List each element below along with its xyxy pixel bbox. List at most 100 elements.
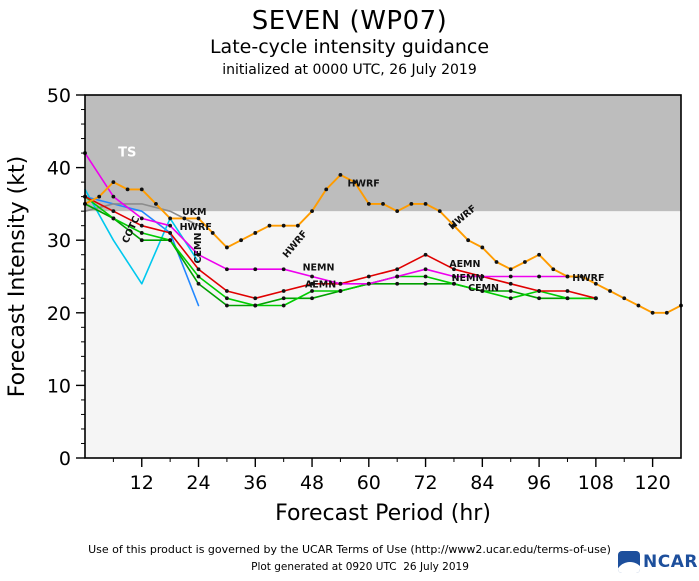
ts-region-label: TS	[118, 146, 136, 161]
data-point-dot	[111, 209, 116, 214]
data-point-dot	[622, 296, 627, 301]
data-point-dot	[452, 274, 456, 279]
data-point-dot	[338, 281, 343, 286]
chart-title: SEVEN (WP07)	[251, 6, 448, 36]
data-point-dot	[537, 252, 541, 257]
data-point-dot	[466, 238, 471, 243]
data-point-dot	[253, 303, 258, 308]
data-point-dot	[196, 252, 201, 257]
x-tick-label: 108	[578, 472, 614, 494]
ncar-logo: NCAR	[618, 549, 697, 575]
data-point-dot	[395, 274, 400, 279]
data-point-dot	[579, 274, 584, 279]
data-point-dot	[324, 187, 329, 192]
data-point-dot	[310, 289, 314, 293]
data-point-dot	[225, 267, 229, 272]
data-point-dot	[97, 194, 102, 199]
data-point-dot	[395, 267, 400, 272]
data-point-dot	[437, 209, 442, 214]
data-point-dot	[225, 296, 229, 301]
data-point-dot	[139, 187, 144, 192]
series-line-blue	[84, 195, 200, 307]
data-point-dot	[139, 216, 144, 221]
data-point-dot	[381, 202, 385, 206]
data-point-dot	[239, 238, 243, 243]
data-point-dot	[366, 281, 371, 286]
data-point-dot	[125, 187, 130, 192]
data-point-dot	[409, 202, 414, 206]
plot-frame	[84, 94, 682, 459]
data-point-dot	[480, 289, 485, 293]
data-point-dot	[650, 310, 655, 315]
data-point-dot	[551, 267, 556, 272]
model-label-hwrf: HWRF	[348, 178, 380, 189]
data-point-dot	[281, 296, 286, 301]
data-point-dot	[196, 267, 201, 272]
data-point-dot	[310, 274, 314, 279]
data-point-dot	[423, 202, 428, 206]
data-point-dot	[310, 209, 314, 214]
data-point-dot	[395, 281, 400, 286]
data-point-dot	[423, 267, 428, 272]
data-point-dot	[508, 267, 513, 272]
model-label-aemn: AEMN	[305, 279, 336, 290]
data-point-dot	[452, 281, 456, 286]
data-point-dot	[537, 289, 541, 293]
data-point-dot	[338, 289, 343, 293]
data-point-dot	[508, 281, 513, 286]
data-point-dot	[395, 209, 400, 214]
data-point-dot	[139, 223, 144, 228]
series-line-ukm	[84, 203, 200, 227]
data-point-dot	[366, 274, 371, 279]
model-label-aemn: AEMN	[449, 259, 480, 270]
data-point-dot	[196, 274, 201, 279]
ncar-emblem-icon	[618, 551, 640, 573]
data-point-dot	[267, 223, 272, 228]
chart-subtitle: Late-cycle intensity guidance	[209, 36, 490, 58]
data-point-dot	[182, 216, 187, 221]
data-point-dot	[452, 267, 456, 272]
series-line-cotc	[84, 188, 200, 285]
model-label-cemn: CEMN	[193, 233, 204, 264]
data-point-dot	[480, 274, 485, 279]
data-point-dot	[423, 281, 428, 286]
model-label-nemn: NEMN	[452, 273, 484, 284]
data-point-dot	[565, 296, 570, 301]
x-tick-label: 60	[357, 472, 381, 494]
data-point-dot	[281, 289, 286, 293]
data-point-dot	[154, 202, 158, 206]
data-point-dot	[253, 267, 258, 272]
data-point-dot	[593, 296, 598, 301]
data-point-dot	[310, 281, 314, 286]
data-point-dot	[168, 231, 173, 235]
data-point-dot	[168, 223, 173, 228]
chart-init-line: initialized at 0000 UTC, 26 July 2019	[222, 62, 477, 78]
model-label-nemn: NEMN	[303, 263, 335, 274]
data-point-dot	[281, 267, 286, 272]
data-point-dot	[253, 231, 258, 235]
data-point-dot	[608, 289, 612, 293]
x-axis-label: Forecast Period (hr)	[275, 501, 491, 526]
data-point-dot	[139, 238, 144, 243]
data-point-dot	[508, 274, 513, 279]
y-tick-label: 40	[47, 158, 71, 180]
data-point-dot	[196, 281, 201, 286]
data-point-dot	[423, 252, 428, 257]
data-point-dot	[310, 296, 314, 301]
x-tick-label: 48	[300, 472, 324, 494]
data-point-dot	[225, 245, 229, 250]
data-point-dot	[338, 172, 343, 177]
data-point-dot	[111, 216, 116, 221]
data-point-dot	[295, 223, 300, 228]
model-label-hwrf: HWRF	[572, 273, 604, 284]
data-point-dot	[593, 281, 598, 286]
data-point-dot	[139, 231, 144, 235]
terms-of-use-text: Use of this product is governed by the U…	[88, 543, 611, 556]
data-point-dot	[111, 180, 116, 185]
data-point-dot	[508, 296, 513, 301]
y-tick-label: 30	[47, 230, 71, 252]
x-tick-label: 24	[186, 472, 210, 494]
data-point-dot	[225, 289, 229, 293]
